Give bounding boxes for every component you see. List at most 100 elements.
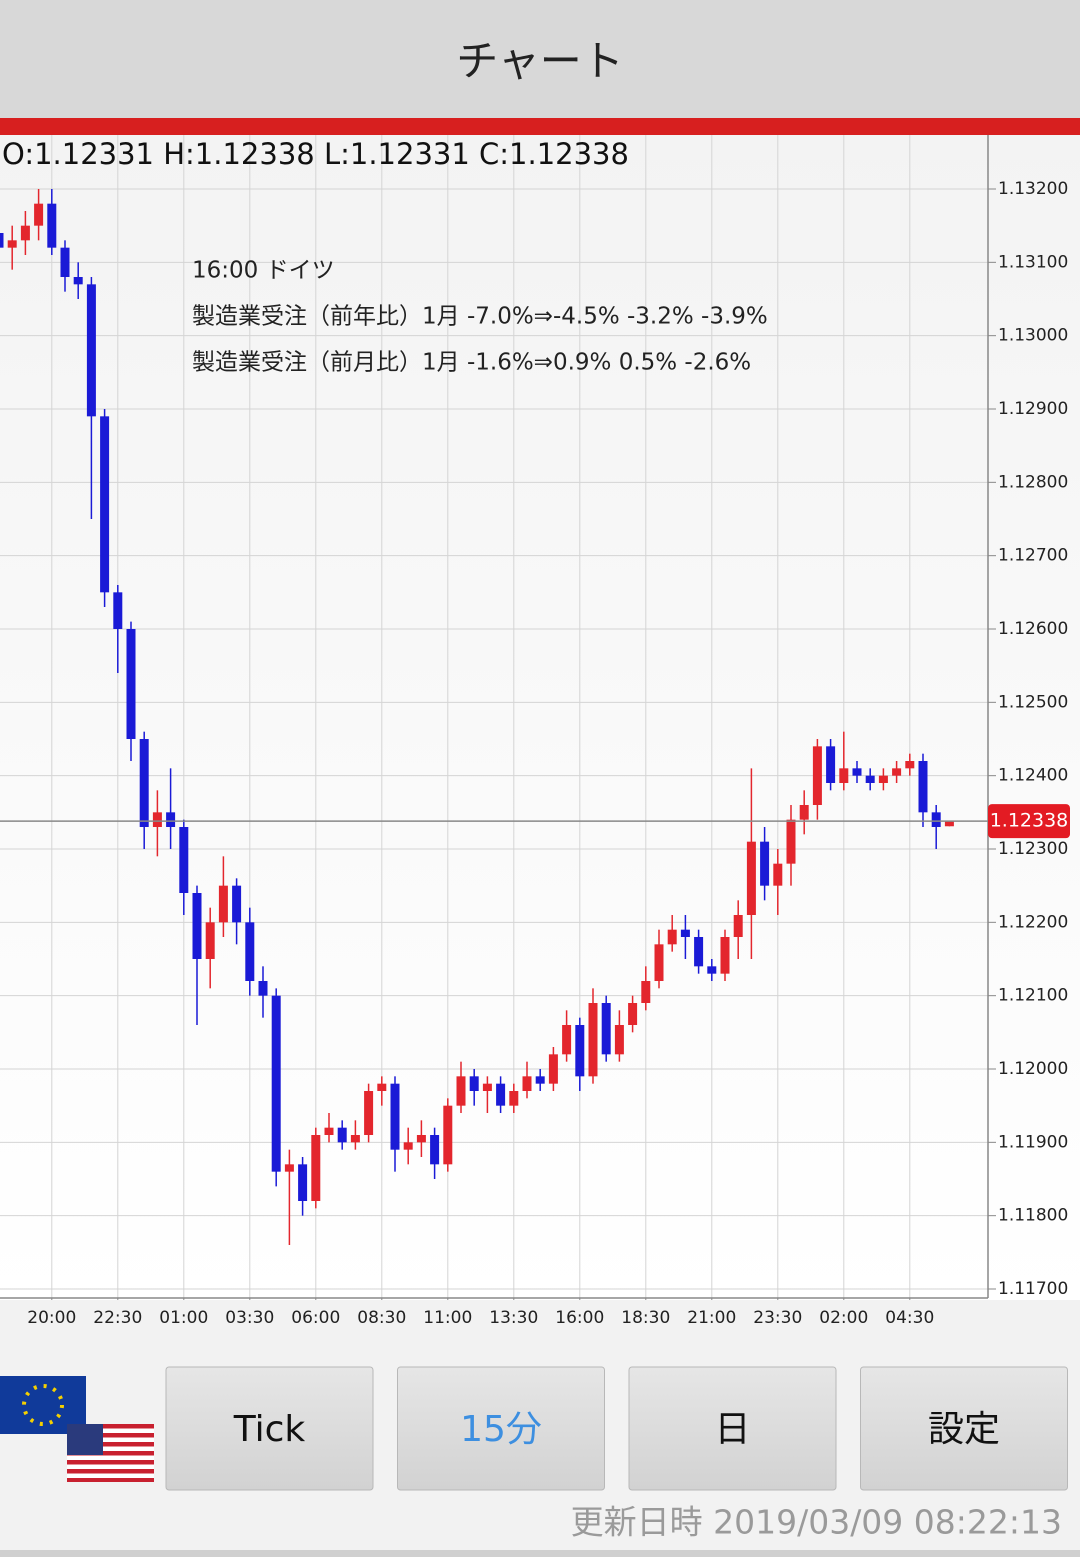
candle-body (548, 1054, 558, 1084)
candle-body (482, 1083, 492, 1091)
candle-body (799, 805, 809, 820)
candle-body (403, 1142, 413, 1150)
current-price-tag (988, 804, 1070, 839)
button[interactable] (165, 1366, 374, 1491)
x-tick-label: 20:00 (27, 1308, 76, 1328)
candle-body (20, 225, 30, 241)
candle-body (456, 1076, 466, 1106)
button-label[interactable]: 設定 (928, 1409, 1000, 1450)
candle-body (7, 240, 17, 248)
candle-body (614, 1025, 624, 1055)
x-tick-label: 13:30 (489, 1308, 538, 1328)
candle-body (337, 1127, 347, 1143)
candle-body (86, 284, 96, 417)
y-tick-label: 1.13000 (998, 326, 1068, 346)
y-tick-label: 1.12000 (998, 1059, 1068, 1079)
candle-body (311, 1135, 321, 1201)
x-tick-label: 18:30 (621, 1308, 670, 1328)
currency-pair-icon[interactable] (0, 1376, 154, 1482)
y-tick-label: 1.12300 (998, 839, 1068, 859)
candle-body (139, 739, 149, 827)
candle-body (575, 1025, 585, 1077)
candle-body (298, 1164, 308, 1201)
candle-body (733, 915, 743, 937)
candle-body (641, 981, 651, 1003)
candle-body (496, 1083, 506, 1106)
candle-body (430, 1135, 440, 1165)
y-tick-label: 1.12400 (998, 766, 1068, 786)
candle-body (680, 929, 690, 937)
candle-body (0, 233, 4, 248)
x-tick-label: 11:00 (423, 1308, 472, 1328)
candle-body (892, 768, 902, 776)
candle-body (364, 1091, 374, 1135)
candle-body (284, 1164, 294, 1172)
x-tick-label: 23:30 (753, 1308, 802, 1328)
plot (0, 135, 996, 1306)
button[interactable] (860, 1366, 1068, 1491)
candle-body (166, 812, 176, 827)
candle-body (878, 775, 888, 783)
candle-body (812, 746, 822, 805)
candle-body (205, 922, 215, 959)
candle-body (47, 203, 57, 248)
candle-body (667, 929, 677, 945)
button[interactable] (628, 1366, 837, 1491)
event-annotation: 製造業受注（前年比）1月 -7.0%⇒-4.5% -3.2% -3.9% (192, 304, 768, 330)
candle-body (773, 863, 783, 886)
event-annotation: 製造業受注（前月比）1月 -1.6%⇒0.9% 0.5% -2.6% (192, 350, 751, 376)
candle-body (694, 937, 704, 967)
candle-body (113, 592, 123, 629)
candle-body (152, 812, 162, 827)
candle-body (931, 812, 941, 827)
button[interactable] (397, 1366, 605, 1491)
current-price-label: 1.12338 (990, 810, 1069, 832)
candle-body (377, 1083, 387, 1091)
x-tick-label: 02:00 (819, 1308, 868, 1328)
button-label[interactable]: 日 (714, 1409, 750, 1450)
x-tick-label: 03:30 (225, 1308, 274, 1328)
y-tick-label: 1.12600 (998, 619, 1068, 639)
candle-body (232, 885, 242, 923)
candle-body (179, 827, 189, 893)
candle-body (720, 937, 730, 974)
header-accent (0, 118, 1080, 135)
y-tick-label: 1.12200 (998, 912, 1068, 932)
candle-body (100, 416, 110, 593)
candle-body (324, 1127, 334, 1135)
y-tick-label: 1.13100 (998, 252, 1068, 272)
candle-body (562, 1025, 572, 1055)
y-tick-label: 1.11700 (998, 1279, 1068, 1299)
x-tick-label: 21:00 (687, 1308, 736, 1328)
candle-body (60, 247, 70, 277)
candle-body (588, 1003, 598, 1077)
candle-body (443, 1105, 453, 1165)
candle-body (469, 1076, 479, 1091)
x-tick-label: 08:30 (357, 1308, 406, 1328)
candle-body (865, 775, 875, 783)
x-tick-label: 04:30 (885, 1308, 934, 1328)
y-tick-label: 1.12700 (998, 546, 1068, 566)
candle-body (73, 277, 83, 285)
candle-body (944, 821, 954, 827)
us-canton (67, 1424, 103, 1455)
bottom-edge (0, 1550, 1080, 1557)
candle-body (601, 1003, 611, 1055)
ohlc-label: O:1.12331 H:1.12338 L:1.12331 C:1.12338 (2, 137, 629, 171)
button-label[interactable]: 15分 (460, 1409, 542, 1450)
candle-body (918, 761, 928, 813)
y-tick-label: 1.12800 (998, 472, 1068, 492)
header-bar (0, 0, 1080, 118)
candle-body (271, 995, 281, 1172)
candle-body (786, 819, 796, 864)
candle-body (905, 761, 915, 769)
candle-body (390, 1083, 400, 1150)
candle-body (707, 966, 717, 974)
x-tick-label: 22:30 (93, 1308, 142, 1328)
button-row: Tick 15分 日 設定 (165, 1366, 1068, 1491)
candle-body (839, 768, 849, 783)
y-tick-label: 1.11900 (998, 1132, 1068, 1152)
button-label[interactable]: Tick (233, 1409, 306, 1450)
